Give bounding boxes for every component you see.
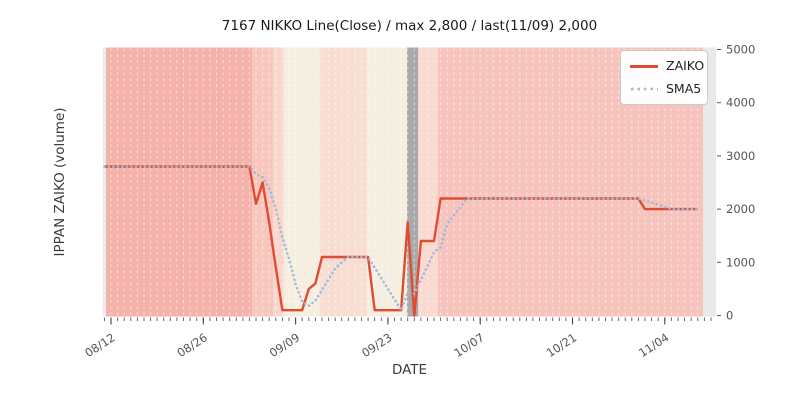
x-tick-label: 11/04 [636, 330, 671, 360]
legend-label-sma5: SMA5 [666, 81, 702, 96]
background-band [320, 47, 367, 317]
sma5-line [103, 165, 700, 314]
x-tick-label: 09/09 [267, 330, 302, 360]
x-tick-label: 08/26 [175, 330, 210, 360]
legend-label-zaiko: ZAIKO [666, 58, 705, 73]
zaiko-line-sample [630, 64, 658, 68]
sma5-line-sample [630, 87, 658, 91]
x-tick-label: 08/12 [82, 330, 117, 360]
y-tick-label: 1000 [726, 255, 755, 269]
x-tick-label: 10/07 [451, 330, 486, 360]
legend-item-sma5: SMA5 [630, 81, 702, 96]
background-band [418, 47, 438, 317]
x-tick-label: 10/21 [544, 330, 579, 360]
y-tick-label: 5000 [726, 43, 755, 57]
background-band [366, 47, 407, 317]
y-tick-label: 0 [726, 309, 733, 323]
x-tick-label: 09/23 [359, 330, 394, 360]
y-tick-label: 2000 [726, 202, 755, 216]
y-axis-label: IPPAN ZAIKO (volume) [52, 107, 68, 257]
legend: ZAIKO SMA5 [620, 50, 708, 105]
x-axis-label: DATE [391, 362, 428, 378]
y-tick-label: 3000 [726, 149, 755, 163]
background-band [407, 47, 419, 317]
legend-item-zaiko: ZAIKO [630, 59, 704, 73]
background-band [273, 47, 284, 317]
chart-title: 7167 NIKKO Line(Close) / max 2,800 / las… [221, 18, 598, 34]
y-tick-label: 4000 [726, 96, 755, 110]
